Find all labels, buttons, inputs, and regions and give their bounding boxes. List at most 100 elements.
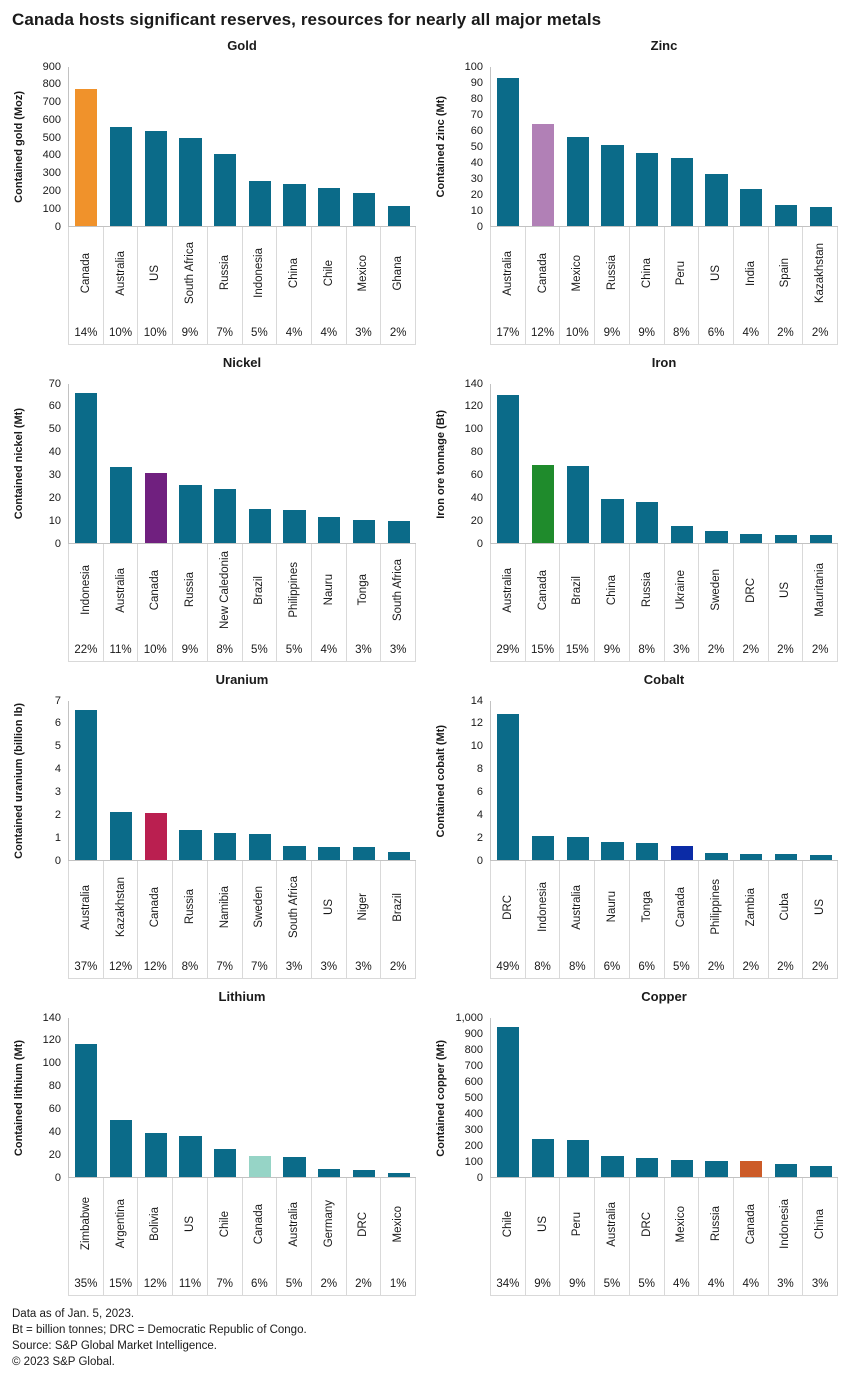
country-label: Australia <box>571 884 584 930</box>
country-label: Chile <box>218 1210 231 1238</box>
x-axis-cell-indonesia: Indonesia 3% <box>769 1178 804 1295</box>
country-cell: Argentina <box>104 1178 138 1270</box>
share-percent-label: 2% <box>320 1278 338 1290</box>
share-percent-label: 9% <box>181 644 199 656</box>
bar-cell <box>699 701 734 860</box>
bar-cuba <box>774 853 798 860</box>
country-cell: Russia <box>173 861 207 953</box>
chart-title-lithium: Lithium <box>218 989 266 1004</box>
share-percent-label: 7% <box>251 961 268 973</box>
share-percent-label: 34% <box>496 1278 520 1290</box>
share-percent-label: 2% <box>389 327 407 339</box>
x-axis-cell-drc: DRC 5% <box>630 1178 665 1295</box>
country-label: Zimbabwe <box>79 1197 92 1251</box>
bar-cell <box>491 1018 526 1177</box>
y-axis-ticks: 0 20 40 60 80 100 120 140 <box>450 378 490 549</box>
bar-cell <box>173 1018 208 1177</box>
country-cell: Russia <box>699 1178 733 1270</box>
country-cell: Nauru <box>312 544 346 636</box>
share-percent-label: 9% <box>181 327 199 339</box>
bar-niger <box>352 847 376 860</box>
bar-mexico <box>566 136 589 226</box>
share-percent-label: 37% <box>74 961 98 973</box>
country-label: Ukraine <box>675 570 688 610</box>
bar-cell <box>312 701 347 860</box>
y-tick-label: 3 <box>54 785 61 798</box>
bar-cell <box>630 384 665 543</box>
bar-cell <box>560 67 595 226</box>
bar-cell <box>381 1018 416 1177</box>
chart-title-uranium: Uranium <box>215 672 269 687</box>
bar-mexico <box>670 1160 693 1177</box>
y-tick-label: 6 <box>54 717 61 730</box>
country-cell: Australia <box>104 544 138 636</box>
bar-sweden <box>248 833 271 860</box>
country-cell: US <box>699 227 733 319</box>
bar-cell <box>173 701 208 860</box>
x-axis-cell-us: US 10% <box>138 227 174 344</box>
x-axis-cell-russia: Russia 7% <box>208 227 243 344</box>
country-label: Mexico <box>392 1205 405 1243</box>
share-percent-label: 12% <box>109 961 133 973</box>
bar-indonesia <box>531 835 555 860</box>
y-tick-label: 0 <box>54 1171 61 1184</box>
y-axis-ticks: 0 2 4 6 8 10 12 14 <box>450 695 490 866</box>
bar-cell <box>69 701 104 860</box>
x-axis-cell-kazakhstan: Kazakhstan 12% <box>104 861 139 978</box>
country-label: Australia <box>501 567 514 613</box>
y-axis-label: Contained zinc (Mt) <box>435 96 447 198</box>
bar-cell <box>138 384 173 543</box>
country-label: China <box>640 257 653 289</box>
y-tick-label: 4 <box>476 808 483 821</box>
bar-cell <box>665 701 700 860</box>
bar-south-africa <box>179 137 202 226</box>
chart-zinc: Zinc Contained zinc (Mt) 0 10 20 30 40 50 60 70 80… <box>432 34 839 345</box>
x-axis-cell-us: US 2% <box>803 861 839 978</box>
y-tick-label: 900 <box>464 1027 483 1040</box>
share-percent-label: 4% <box>707 1278 725 1290</box>
x-axis-cell-bolivia: Bolivia 12% <box>138 1178 174 1295</box>
bar-cell <box>243 67 278 226</box>
chart-title-gold: Gold <box>227 38 257 53</box>
country-cell: Namibia <box>208 861 242 953</box>
chart-title-zinc: Zinc <box>650 38 678 53</box>
bar-kazakhstan <box>809 206 832 226</box>
y-tick-label: 200 <box>42 184 61 197</box>
share-percent-label: 2% <box>777 644 794 656</box>
bar-cell <box>769 701 804 860</box>
country-label: South Africa <box>392 558 405 621</box>
bar-canada <box>144 813 167 860</box>
bar-canada <box>670 845 693 860</box>
bar-cell <box>734 1018 769 1177</box>
x-axis-cell-nauru: Nauru 6% <box>595 861 630 978</box>
share-percent-label: 11% <box>109 644 132 656</box>
y-tick-label: 10 <box>48 514 61 527</box>
country-cell: Canada <box>138 544 172 636</box>
y-tick-label: 60 <box>48 1102 61 1115</box>
bar-cell <box>526 67 561 226</box>
share-percent-label: 35% <box>74 1278 98 1290</box>
country-cell: Philippines <box>277 544 311 636</box>
bar-nauru <box>318 516 341 543</box>
y-axis-label-column: Contained uranium (billion lb) <box>10 701 28 861</box>
x-axis-cell-tonga: Tonga 6% <box>630 861 665 978</box>
bar-cell <box>104 67 139 226</box>
bar-australia <box>109 127 133 226</box>
country-cell: Australia <box>104 227 138 319</box>
country-cell: DRC <box>491 861 525 953</box>
chart-body-copper: Contained copper (Mt) 0 100 200 300 400 500 600… <box>432 1012 839 1296</box>
x-axis-cell-drc: DRC 2% <box>734 544 769 661</box>
x-axis-cell-brazil: Brazil 5% <box>243 544 278 661</box>
x-axis-table: Australia 37% Kazakhstan 12% Canada 12% Russia… <box>68 861 417 979</box>
country-cell: Zambia <box>734 861 768 953</box>
y-tick-label: 140 <box>464 377 483 390</box>
y-tick-label: 800 <box>464 1043 483 1056</box>
bar-cell <box>630 67 665 226</box>
x-axis-cell-china: China 4% <box>277 227 312 344</box>
x-axis-cell-drc: DRC 2% <box>347 1178 382 1295</box>
y-axis-label: Contained uranium (billion lb) <box>13 703 25 859</box>
y-tick-label: 500 <box>464 1091 483 1104</box>
country-cell: Canada <box>665 861 699 953</box>
y-axis-label-column: Contained zinc (Mt) <box>432 67 450 227</box>
x-axis-cell-nauru: Nauru 4% <box>312 544 347 661</box>
